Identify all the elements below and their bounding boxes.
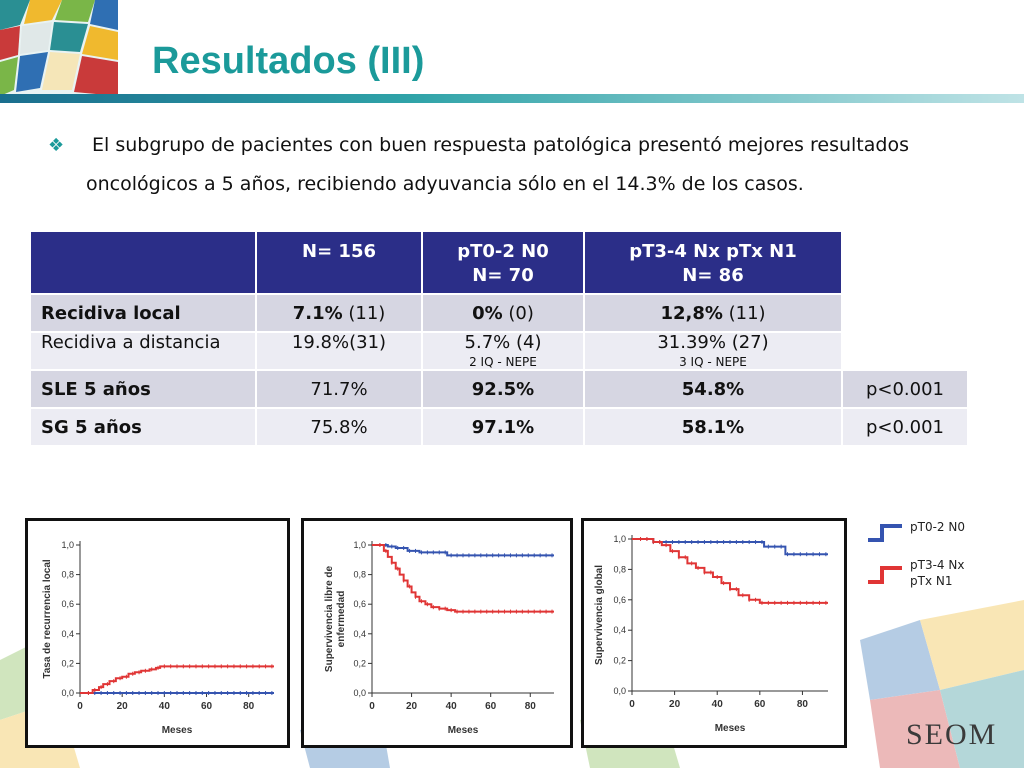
legend-item-pt3-4: pT3-4 Nx pTx N1 — [866, 558, 1006, 598]
cell-pt3-4: 58.1% — [585, 409, 841, 445]
y-tick-label: 0,4 — [613, 625, 626, 635]
y-tick-label: 0,6 — [61, 599, 74, 609]
y-tick-label: 0,8 — [61, 570, 74, 580]
series-line-pt3-4 — [632, 538, 828, 604]
x-axis-label: Meses — [162, 725, 193, 736]
legend-swatch-blue — [868, 524, 902, 542]
x-tick-label: 0 — [77, 701, 83, 712]
x-tick-label: 20 — [406, 701, 418, 712]
cell-n156: 75.8% — [257, 409, 421, 445]
bullet-text-line1: El subgrupo de pacientes con buen respue… — [92, 134, 909, 156]
chart-overall-survival: 0,0 0,2 0,4 0,6 0,8 1,0 0 20 40 60 80 Meses Superviv… — [594, 534, 828, 734]
chart-panel-local-recurrence: 0,0 0,2 0,4 0,6 0,8 1,0 0 20 40 60 80 Meses Tasa de … — [25, 518, 290, 748]
table-row: Recidiva local 7.1% (11) 0% (0) 12,8% (1… — [31, 295, 967, 331]
x-tick-label: 40 — [712, 699, 724, 710]
row-label: SG 5 años — [31, 409, 255, 445]
title-underline-bar — [0, 94, 1024, 103]
x-tick-label: 60 — [754, 699, 766, 710]
row-label: Recidiva a distancia — [31, 333, 255, 369]
bullet-text-line2: oncológicos a 5 años, recibiendo adyuvan… — [86, 173, 804, 195]
cell-n156: 19.8%(31) — [257, 333, 421, 369]
x-tick-label: 80 — [243, 701, 255, 712]
cell-pt3-4: 54.8% — [585, 371, 841, 407]
series-line-pt3-4 — [80, 665, 274, 694]
x-tick-label: 40 — [446, 701, 458, 712]
y-axis-label: Supervivencia global — [594, 565, 605, 665]
y-tick-label: 1,0 — [353, 540, 366, 550]
x-tick-label: 60 — [201, 701, 213, 712]
y-tick-label: 0,0 — [613, 686, 626, 696]
x-tick-label: 80 — [525, 701, 537, 712]
results-table: N= 156 pT0-2 N0 N= 70 pT3-4 Nx pTx N1 N= 8… — [29, 230, 969, 447]
cell-p-value: p<0.001 — [843, 409, 967, 445]
y-axis-label: Tasa de recurrencia local — [42, 559, 53, 679]
x-tick-label: 40 — [159, 701, 171, 712]
y-tick-label: 0,8 — [613, 564, 626, 574]
y-tick-label: 0,2 — [61, 658, 74, 668]
chart-panel-overall-survival: 0,0 0,2 0,4 0,6 0,8 1,0 0 20 40 60 80 Meses Superviv… — [581, 518, 847, 748]
y-axis-label: Supervivencia libre de — [324, 565, 335, 672]
chart-local-recurrence: 0,0 0,2 0,4 0,6 0,8 1,0 0 20 40 60 80 Meses Tasa de … — [42, 540, 274, 736]
row-label: SLE 5 años — [31, 371, 255, 407]
seom-logo: SEOM — [906, 718, 998, 751]
cell-pt0-2: 5.7% (4) 2 IQ - NEPE — [423, 333, 583, 369]
y-tick-label: 0,4 — [353, 629, 366, 639]
x-tick-label: 60 — [485, 701, 497, 712]
y-tick-label: 0,0 — [353, 688, 366, 698]
header-empty — [31, 232, 255, 293]
header-n156: N= 156 — [257, 232, 421, 293]
chart-panel-disease-free-survival: 0,0 0,2 0,4 0,6 0,8 1,0 0 20 40 60 80 Meses Superviv… — [301, 518, 573, 748]
x-axis-label: Meses — [715, 723, 746, 734]
y-tick-label: 0,8 — [353, 570, 366, 580]
x-tick-label: 80 — [797, 699, 809, 710]
y-tick-label: 1,0 — [61, 540, 74, 550]
table-row: SG 5 años 75.8% 97.1% 58.1% p<0.001 — [31, 409, 967, 445]
series-line-pt0-2 — [372, 544, 554, 557]
chart-disease-free-survival: 0,0 0,2 0,4 0,6 0,8 1,0 0 20 40 60 80 Meses Superviv… — [324, 540, 554, 736]
cell-pt0-2: 92.5% — [423, 371, 583, 407]
legend-swatch-red — [868, 566, 902, 584]
page-title: Resultados (III) — [152, 40, 425, 82]
mosaic-decoration — [0, 0, 118, 96]
header-pt0-2: pT0-2 N0 N= 70 — [423, 232, 583, 293]
header-blank — [843, 232, 967, 293]
table-row: SLE 5 años 71.7% 92.5% 54.8% p<0.001 — [31, 371, 967, 407]
cell-p-value: p<0.001 — [843, 371, 967, 407]
y-tick-label: 0,0 — [61, 688, 74, 698]
cell-pt3-4: 12,8% (11) — [585, 295, 841, 331]
y-tick-label: 0,4 — [61, 629, 74, 639]
x-tick-label: 0 — [369, 701, 375, 712]
cell-pt0-2: 97.1% — [423, 409, 583, 445]
y-tick-label: 0,2 — [613, 656, 626, 666]
y-tick-label: 0,2 — [353, 658, 366, 668]
diamond-bullet-icon: ❖ — [48, 135, 65, 156]
y-axis-label: enfermedad — [336, 591, 347, 648]
table-row: Recidiva a distancia 19.8%(31) 5.7% (4) 2… — [31, 333, 967, 369]
row-label: Recidiva local — [31, 295, 255, 331]
legend-item-pt0-2: pT0-2 N0 — [866, 518, 1006, 558]
x-tick-label: 20 — [669, 699, 681, 710]
x-tick-label: 0 — [629, 699, 635, 710]
table-header-row: N= 156 pT0-2 N0 N= 70 pT3-4 Nx pTx N1 N= 8… — [31, 232, 967, 293]
header-pt3-4: pT3-4 Nx pTx N1 N= 86 — [585, 232, 841, 293]
y-tick-label: 0,6 — [353, 599, 366, 609]
cell-pt0-2: 0% (0) — [423, 295, 583, 331]
cell-n156: 7.1% (11) — [257, 295, 421, 331]
chart-legend: pT0-2 N0 pT3-4 Nx pTx N1 — [866, 518, 1006, 598]
x-axis-label: Meses — [448, 725, 479, 736]
y-tick-label: 0,6 — [613, 595, 626, 605]
y-tick-label: 1,0 — [613, 534, 626, 544]
cell-n156: 71.7% — [257, 371, 421, 407]
cell-pt3-4: 31.39% (27) 3 IQ - NEPE — [585, 333, 841, 369]
x-tick-label: 20 — [117, 701, 129, 712]
